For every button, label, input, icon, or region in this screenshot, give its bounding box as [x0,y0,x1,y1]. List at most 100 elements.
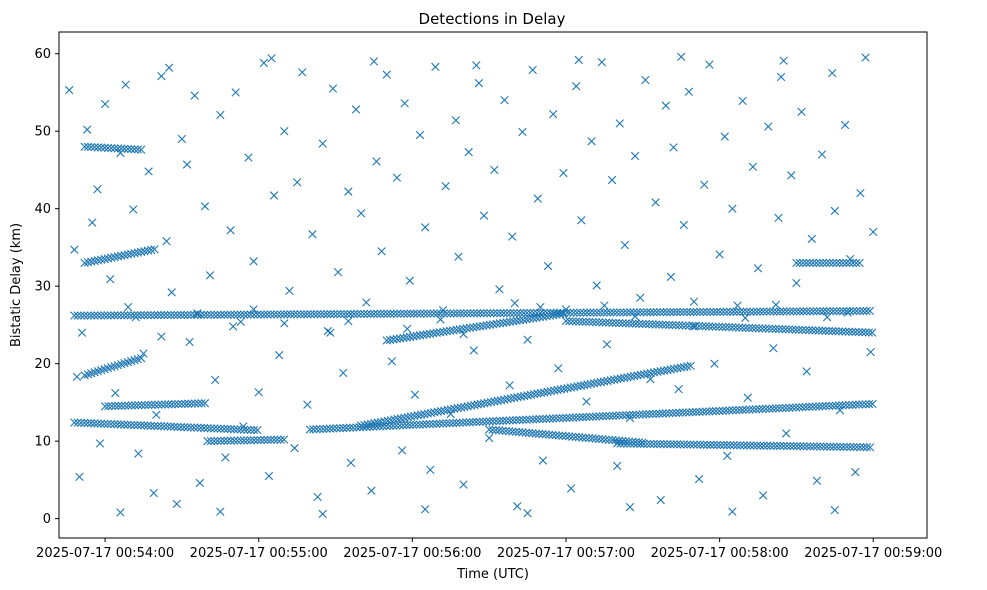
data-point [319,424,328,434]
data-point [674,385,683,394]
data-point [106,419,116,429]
data-point [425,419,434,429]
data-point [815,258,824,268]
data-point [415,130,425,140]
data-point [177,134,187,144]
data-point [715,250,724,259]
data-point [779,307,788,316]
data-point [538,456,548,465]
data-point [502,318,511,327]
data-point [121,80,130,89]
data-point [845,442,855,452]
points-layer [65,52,878,519]
data-point [671,408,681,418]
data-point [110,252,119,262]
data-point [513,393,522,402]
data-point [123,420,132,429]
data-point [694,474,704,484]
data-point [599,377,609,386]
data-point [755,307,765,316]
data-point [596,377,605,387]
data-point [478,417,488,426]
data-point [632,308,642,317]
data-point [383,416,392,425]
data-point [432,309,442,318]
data-point [575,413,584,422]
data-point [130,420,139,430]
data-point [484,425,494,434]
data-point [468,417,478,427]
data-point [706,440,715,450]
data-point [845,306,855,316]
data-point [229,436,239,445]
data-point [585,317,594,327]
data-point [652,308,662,317]
data-point [588,317,597,327]
data-point [785,307,795,316]
data-point [751,405,761,414]
data-point [380,417,389,426]
data-point [681,321,690,330]
data-point [313,492,322,502]
data-point [692,307,702,317]
data-point [646,308,655,317]
data-point [184,399,193,408]
data-point [426,465,435,474]
data-point [619,308,628,317]
y-tick-label: 60 [34,47,51,62]
data-point [231,88,240,97]
data-point [563,383,572,393]
data-point [500,96,509,105]
data-point [133,248,143,257]
data-point [221,453,230,462]
data-point [413,411,422,420]
data-point [423,309,432,318]
data-point [472,309,482,318]
data-point [376,417,386,427]
chart-title: Detections in Delay [419,10,566,28]
data-point [665,307,675,317]
data-point [211,375,220,385]
data-point [120,420,129,429]
data-point [83,258,93,267]
data-point [618,318,627,328]
data-point [574,433,584,442]
data-point [625,502,635,512]
data-point [505,381,514,390]
data-point [393,414,402,424]
data-point [521,428,530,437]
data-point [346,309,355,319]
data-point [429,309,439,318]
data-point [455,325,465,334]
data-point [163,310,172,320]
data-point [821,401,831,411]
data-point [861,328,870,337]
data-point [243,425,252,435]
data-point [762,307,771,316]
data-point [709,307,718,317]
data-point [842,306,851,316]
data-point [127,249,136,259]
data-point [190,310,199,320]
data-point [182,160,192,169]
data-point [772,307,781,316]
data-point [725,307,735,316]
data-point [359,309,369,319]
data-point [529,314,538,323]
data-point [203,310,212,320]
data-point [719,307,728,317]
data-point [662,440,672,449]
data-point [523,509,532,518]
data-point [651,409,661,418]
data-point [406,309,415,318]
data-point [606,376,615,385]
data-point [572,82,581,91]
data-point [728,323,737,332]
data-point [607,175,617,185]
data-point [90,419,99,428]
data-point [432,328,441,338]
data-point [176,310,186,320]
data-point [107,253,116,262]
data-point [574,55,583,65]
data-point [464,147,473,157]
